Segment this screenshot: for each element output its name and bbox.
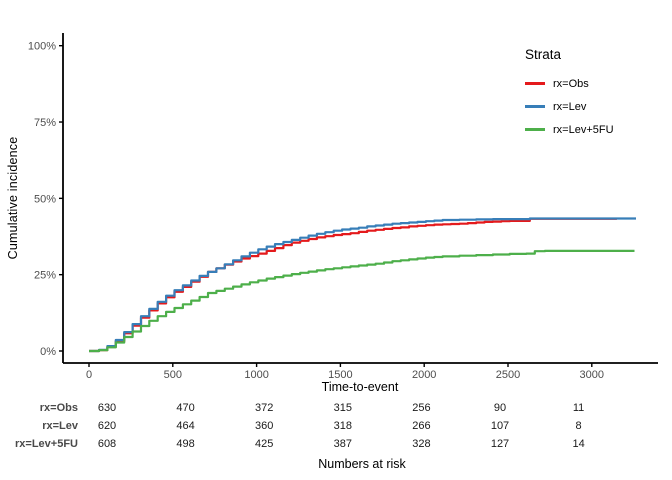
legend-item-label: rx=Obs [553,77,589,90]
x-tick-label: 3000 [580,369,604,381]
survival-curve-rx=Lev [89,217,636,353]
y-tick-label: 0% [40,346,56,358]
x-tick-label: 1000 [244,369,268,381]
x-axis-title: Time-to-event [321,380,399,394]
legend: Strata rx=Obs rx=Lev rx=Lev+5FU [525,47,614,141]
legend-title: Strata [525,47,562,62]
x-tick-label: 0 [86,369,92,381]
legend-line-swatch [525,105,545,108]
y-axis-title: Cumulative incidence [6,136,20,260]
y-tick-label: 75% [34,117,56,129]
y-tick-label: 50% [34,193,56,205]
x-tick-label: 500 [164,369,182,381]
y-tick-label: 100% [28,41,56,53]
legend-item-label: rx=Lev+5FU [553,123,614,136]
legend-item-label: rx=Lev [553,100,587,113]
legend-items: rx=Obs rx=Lev rx=Lev+5FU [525,72,614,141]
legend-item: rx=Obs [525,72,614,95]
legend-item: rx=Lev+5FU [525,118,614,141]
legend-item: rx=Lev [525,95,614,118]
legend-line-swatch [525,128,545,131]
survival-curve-rx=Obs [89,217,617,353]
x-tick-label: 2000 [412,369,436,381]
y-tick-label: 25% [34,270,56,282]
legend-line-swatch [525,82,545,85]
x-tick-label: 1500 [328,369,352,381]
survival-curve-rx=Lev+5FU [89,249,635,353]
risk-table-caption: Numbers at risk [318,457,406,471]
x-tick-label: 2500 [496,369,520,381]
